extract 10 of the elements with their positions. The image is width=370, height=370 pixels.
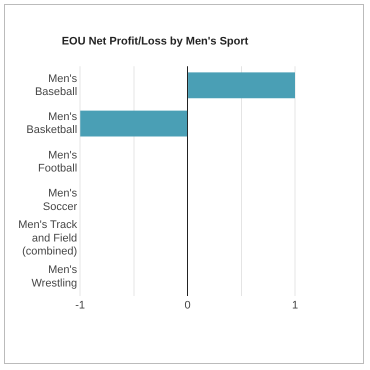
y-tick-label: Men's Baseball	[34, 72, 78, 98]
y-tick-label: Men's Soccer	[42, 188, 78, 213]
y-tick-label: Men's Football	[38, 149, 78, 174]
x-tick-label: -1	[75, 299, 86, 312]
x-tick-label: 0	[184, 299, 191, 312]
chart-title: EOU Net Profit/Loss by Men's Sport	[62, 36, 249, 48]
x-tick-label: 1	[292, 299, 298, 312]
y-tick-label: Men's Basketball	[26, 111, 78, 136]
y-tick-label: Men's Track and Field (combined)	[18, 219, 78, 258]
y-tick-label: Men's Wrestling	[31, 264, 78, 290]
